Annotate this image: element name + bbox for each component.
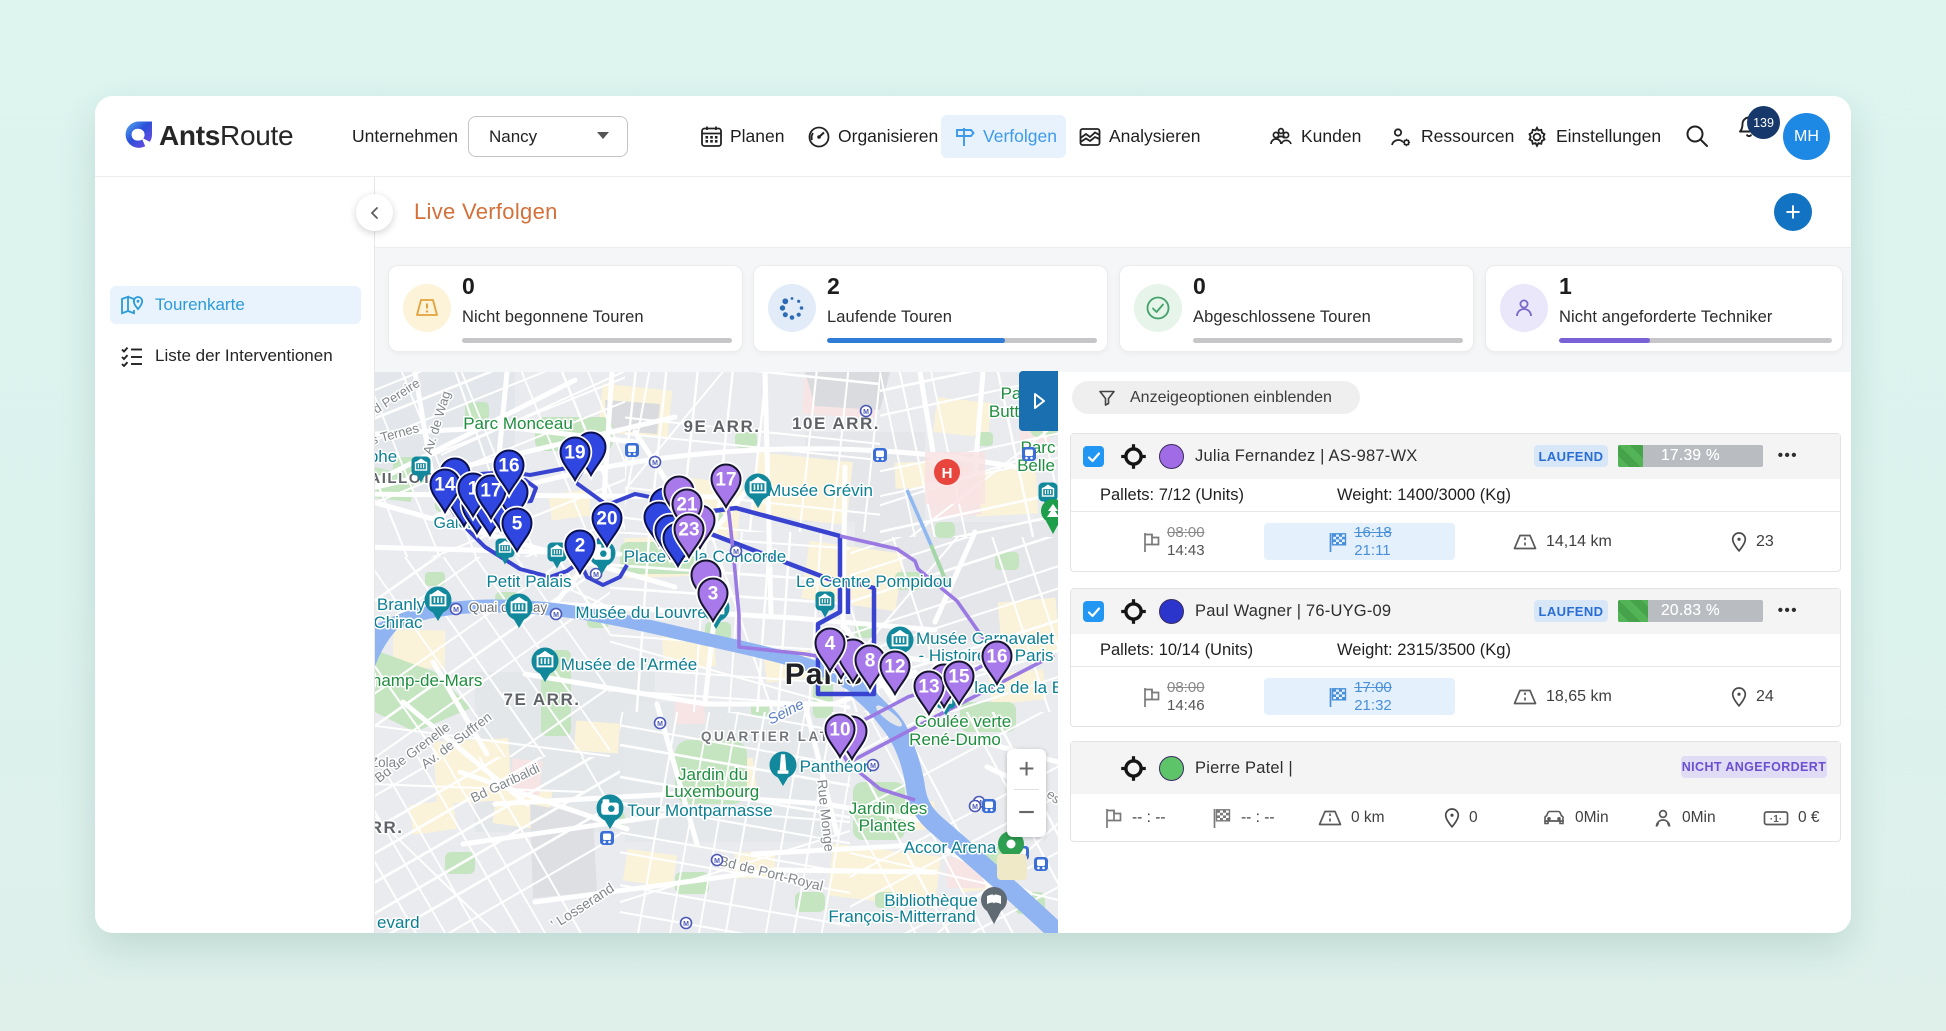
svg-text:14: 14 xyxy=(434,475,456,496)
svg-text:1: 1 xyxy=(468,479,479,500)
svg-text:Chirac: Chirac xyxy=(375,613,423,632)
svg-text:M: M xyxy=(870,763,876,770)
svg-text:Musée Grévin: Musée Grévin xyxy=(767,481,873,500)
svg-text:Plantes: Plantes xyxy=(859,816,916,835)
svg-text:Pa: Pa xyxy=(1001,384,1022,403)
svg-text:23: 23 xyxy=(678,520,699,541)
svg-text:10: 10 xyxy=(829,720,850,741)
svg-text:M: M xyxy=(593,572,599,579)
svg-text:Av. de Wag: Av. de Wag xyxy=(420,389,453,456)
svg-text:Bibliothèque: Bibliothèque xyxy=(884,891,978,910)
svg-text:Musée Carnavalet: Musée Carnavalet xyxy=(916,629,1054,648)
svg-text:2: 2 xyxy=(575,536,586,557)
svg-text:Bd Pereire: Bd Pereire xyxy=(375,375,422,421)
svg-text:phe: phe xyxy=(375,447,397,466)
svg-text:Rue Monge: Rue Monge xyxy=(814,779,838,853)
svg-text:13: 13 xyxy=(918,677,939,698)
svg-text:Le Centre Pompidou: Le Centre Pompidou xyxy=(796,572,952,591)
svg-text:M: M xyxy=(553,612,559,619)
svg-text:Bd Garibaldi: Bd Garibaldi xyxy=(468,760,542,805)
svg-text:Jardin des: Jardin des xyxy=(849,799,927,818)
svg-text:Musée de l'Armée: Musée de l'Armée xyxy=(561,655,697,674)
svg-text:7E ARR.: 7E ARR. xyxy=(504,690,581,709)
svg-text:5: 5 xyxy=(512,514,523,535)
svg-text:Branly: Branly xyxy=(377,595,426,614)
svg-text:Jardin du: Jardin du xyxy=(678,765,748,784)
svg-text:M: M xyxy=(714,858,720,865)
svg-text:' Losserand: ' Losserand xyxy=(548,880,617,933)
svg-text:M: M xyxy=(972,804,978,811)
svg-text:8: 8 xyxy=(865,651,876,672)
svg-text:Petit Palais: Petit Palais xyxy=(486,572,571,591)
svg-text:19: 19 xyxy=(564,443,585,464)
svg-text:evard: evard xyxy=(377,913,420,932)
svg-text:·1·: ·1· xyxy=(1770,814,1782,825)
svg-text:20: 20 xyxy=(596,509,617,530)
svg-text:Luxembourg: Luxembourg xyxy=(665,782,760,801)
svg-text:Seine: Seine xyxy=(765,696,807,729)
svg-text:M: M xyxy=(733,549,739,556)
svg-text:René-Dumo: René-Dumo xyxy=(909,730,1001,749)
svg-text:Panthéon: Panthéon xyxy=(800,757,873,776)
svg-text:5E ARR.: 5E ARR. xyxy=(375,818,403,837)
svg-text:M: M xyxy=(683,921,689,928)
svg-text:16: 16 xyxy=(498,456,519,477)
svg-text:Place de la B: Place de la B xyxy=(963,678,1058,697)
svg-text:M: M xyxy=(657,721,663,728)
svg-text:17: 17 xyxy=(480,481,501,502)
svg-text:H: H xyxy=(942,465,953,482)
svg-text:Parc Monceau: Parc Monceau xyxy=(463,414,573,433)
svg-text:M: M xyxy=(652,460,658,467)
svg-text:M: M xyxy=(453,607,459,614)
svg-text:Musée du Louvre: Musée du Louvre xyxy=(575,603,706,622)
svg-text:15: 15 xyxy=(948,667,970,688)
svg-text:Zola: Zola xyxy=(375,755,397,770)
svg-text:M: M xyxy=(863,409,869,416)
svg-text:4: 4 xyxy=(825,634,836,655)
svg-text:3: 3 xyxy=(708,584,719,605)
svg-text:Bd de Port-Royal: Bd de Port-Royal xyxy=(718,852,825,893)
svg-text:17: 17 xyxy=(715,470,736,491)
svg-text:Coulée verte: Coulée verte xyxy=(915,712,1011,731)
svg-text:21: 21 xyxy=(676,495,698,516)
svg-text:9E ARR.: 9E ARR. xyxy=(684,417,761,436)
svg-text:12: 12 xyxy=(884,657,905,678)
svg-text:Tour Montparnasse: Tour Montparnasse xyxy=(627,801,773,820)
svg-text:QUARTIER LATIN: QUARTIER LATIN xyxy=(701,729,849,744)
svg-text:François-Mitterrand: François-Mitterrand xyxy=(828,907,975,926)
svg-text:10E ARR.: 10E ARR. xyxy=(792,414,880,433)
svg-text:Champ-de-Mars: Champ-de-Mars xyxy=(375,671,482,690)
svg-text:Accor Arena: Accor Arena xyxy=(904,838,997,857)
svg-text:16: 16 xyxy=(986,647,1007,668)
